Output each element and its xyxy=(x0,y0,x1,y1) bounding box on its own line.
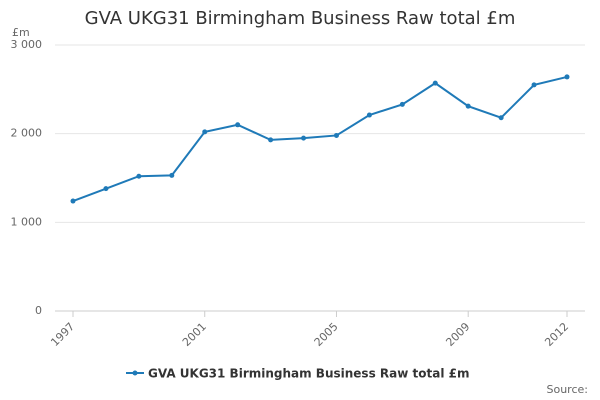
point xyxy=(498,115,504,121)
point xyxy=(169,172,175,178)
point xyxy=(465,103,471,109)
x-tick-label: 2005 xyxy=(312,320,341,349)
x-tick-label: 2001 xyxy=(180,320,209,349)
y-tick-label: 0 xyxy=(35,304,42,317)
point xyxy=(564,74,570,80)
x-tick-label: 2009 xyxy=(443,320,472,349)
x-tick-label: 2012 xyxy=(542,320,571,349)
point xyxy=(202,129,208,135)
legend-marker xyxy=(132,370,138,376)
y-axis-label: £m xyxy=(12,26,30,39)
point xyxy=(136,173,142,179)
legend-label: GVA UKG31 Birmingham Business Raw total … xyxy=(148,367,469,381)
point xyxy=(70,198,76,204)
point xyxy=(103,186,109,192)
source: Source: xyxy=(547,383,589,396)
point xyxy=(268,137,274,143)
point xyxy=(333,132,339,138)
point xyxy=(301,135,307,141)
y-tick-label: 1 000 xyxy=(11,215,43,228)
x-tick-label: 1997 xyxy=(48,320,77,349)
point xyxy=(531,82,537,88)
chart-title: GVA UKG31 Birmingham Business Raw total … xyxy=(85,8,516,29)
y-tick-label: 2 000 xyxy=(11,127,43,140)
point xyxy=(432,80,438,86)
point xyxy=(366,112,372,118)
point xyxy=(399,101,405,107)
point xyxy=(235,122,241,128)
line xyxy=(72,75,568,202)
y-tick-label: 3 000 xyxy=(11,38,43,51)
